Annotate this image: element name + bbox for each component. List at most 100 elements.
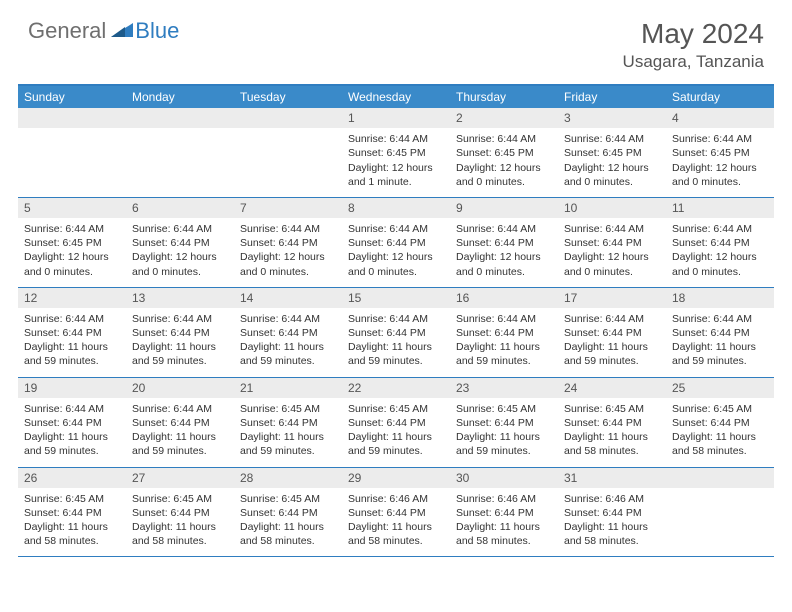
daylight-text: Daylight: 12 hours and 0 minutes. [240,250,336,278]
calendar-cell: 30Sunrise: 6:46 AMSunset: 6:44 PMDayligh… [450,467,558,557]
sunrise-text: Sunrise: 6:44 AM [348,132,444,146]
day-number: 19 [18,378,126,398]
day-body: Sunrise: 6:45 AMSunset: 6:44 PMDaylight:… [450,398,558,467]
calendar-cell: 15Sunrise: 6:44 AMSunset: 6:44 PMDayligh… [342,287,450,377]
day-body: Sunrise: 6:44 AMSunset: 6:44 PMDaylight:… [666,218,774,287]
sunrise-text: Sunrise: 6:44 AM [564,222,660,236]
day-body: Sunrise: 6:44 AMSunset: 6:44 PMDaylight:… [450,218,558,287]
sunset-text: Sunset: 6:44 PM [456,506,552,520]
day-body: Sunrise: 6:46 AMSunset: 6:44 PMDaylight:… [342,488,450,557]
daylight-text: Daylight: 11 hours and 58 minutes. [240,520,336,548]
calendar-cell: 10Sunrise: 6:44 AMSunset: 6:44 PMDayligh… [558,197,666,287]
location-label: Usagara, Tanzania [623,52,764,72]
day-header: Thursday [450,86,558,108]
sunset-text: Sunset: 6:45 PM [348,146,444,160]
day-body: Sunrise: 6:44 AMSunset: 6:44 PMDaylight:… [558,308,666,377]
logo-text-blue: Blue [135,18,179,44]
day-body: Sunrise: 6:44 AMSunset: 6:44 PMDaylight:… [450,308,558,377]
day-body: Sunrise: 6:44 AMSunset: 6:45 PMDaylight:… [558,128,666,197]
daylight-text: Daylight: 11 hours and 58 minutes. [672,430,768,458]
calendar-cell: 2Sunrise: 6:44 AMSunset: 6:45 PMDaylight… [450,108,558,197]
daylight-text: Daylight: 11 hours and 59 minutes. [672,340,768,368]
sunset-text: Sunset: 6:44 PM [564,506,660,520]
sunrise-text: Sunrise: 6:46 AM [564,492,660,506]
sunset-text: Sunset: 6:44 PM [24,416,120,430]
sunrise-text: Sunrise: 6:45 AM [456,402,552,416]
daylight-text: Daylight: 12 hours and 1 minute. [348,161,444,189]
sunrise-text: Sunrise: 6:45 AM [240,492,336,506]
sunset-text: Sunset: 6:44 PM [456,236,552,250]
calendar-cell: 18Sunrise: 6:44 AMSunset: 6:44 PMDayligh… [666,287,774,377]
sunrise-text: Sunrise: 6:44 AM [240,222,336,236]
day-body: Sunrise: 6:44 AMSunset: 6:44 PMDaylight:… [126,218,234,287]
day-body: Sunrise: 6:45 AMSunset: 6:44 PMDaylight:… [342,398,450,467]
calendar-cell: 19Sunrise: 6:44 AMSunset: 6:44 PMDayligh… [18,377,126,467]
sunrise-text: Sunrise: 6:45 AM [24,492,120,506]
day-body: Sunrise: 6:44 AMSunset: 6:45 PMDaylight:… [342,128,450,197]
sunset-text: Sunset: 6:44 PM [132,326,228,340]
daylight-text: Daylight: 12 hours and 0 minutes. [456,161,552,189]
day-body: Sunrise: 6:44 AMSunset: 6:44 PMDaylight:… [126,398,234,467]
day-number: 25 [666,378,774,398]
day-body: Sunrise: 6:45 AMSunset: 6:44 PMDaylight:… [18,488,126,557]
sunrise-text: Sunrise: 6:45 AM [348,402,444,416]
day-number: 1 [342,108,450,128]
day-number: 21 [234,378,342,398]
calendar-cell: 22Sunrise: 6:45 AMSunset: 6:44 PMDayligh… [342,377,450,467]
calendar-cell: 26Sunrise: 6:45 AMSunset: 6:44 PMDayligh… [18,467,126,557]
logo: General Blue [28,18,179,44]
sunrise-text: Sunrise: 6:44 AM [24,402,120,416]
sunrise-text: Sunrise: 6:45 AM [672,402,768,416]
title-block: May 2024 Usagara, Tanzania [623,18,764,72]
day-header: Friday [558,86,666,108]
day-number: 27 [126,468,234,488]
sunset-text: Sunset: 6:44 PM [132,416,228,430]
sunrise-text: Sunrise: 6:44 AM [564,312,660,326]
day-number: 30 [450,468,558,488]
daylight-text: Daylight: 12 hours and 0 minutes. [456,250,552,278]
day-body: Sunrise: 6:45 AMSunset: 6:44 PMDaylight:… [558,398,666,467]
calendar-cell: 29Sunrise: 6:46 AMSunset: 6:44 PMDayligh… [342,467,450,557]
day-number: 29 [342,468,450,488]
sunset-text: Sunset: 6:44 PM [348,506,444,520]
calendar-row: 19Sunrise: 6:44 AMSunset: 6:44 PMDayligh… [18,377,774,467]
sunset-text: Sunset: 6:44 PM [348,236,444,250]
day-number: 11 [666,198,774,218]
day-number: 20 [126,378,234,398]
day-body: Sunrise: 6:44 AMSunset: 6:44 PMDaylight:… [342,308,450,377]
calendar-cell: 17Sunrise: 6:44 AMSunset: 6:44 PMDayligh… [558,287,666,377]
sunset-text: Sunset: 6:44 PM [132,236,228,250]
day-number: 7 [234,198,342,218]
sunrise-text: Sunrise: 6:44 AM [240,312,336,326]
day-body: Sunrise: 6:44 AMSunset: 6:45 PMDaylight:… [450,128,558,197]
calendar-row: 12Sunrise: 6:44 AMSunset: 6:44 PMDayligh… [18,287,774,377]
day-number: 6 [126,198,234,218]
day-number: 8 [342,198,450,218]
calendar-cell [666,467,774,557]
calendar-cell: 24Sunrise: 6:45 AMSunset: 6:44 PMDayligh… [558,377,666,467]
daylight-text: Daylight: 12 hours and 0 minutes. [564,161,660,189]
daylight-text: Daylight: 12 hours and 0 minutes. [672,250,768,278]
sunrise-text: Sunrise: 6:44 AM [672,312,768,326]
sunset-text: Sunset: 6:44 PM [348,416,444,430]
day-number [126,108,234,128]
sunset-text: Sunset: 6:44 PM [564,236,660,250]
sunrise-text: Sunrise: 6:44 AM [132,402,228,416]
header: General Blue May 2024 Usagara, Tanzania [0,0,792,80]
sunset-text: Sunset: 6:44 PM [672,416,768,430]
sunrise-text: Sunrise: 6:44 AM [564,132,660,146]
calendar-row: 5Sunrise: 6:44 AMSunset: 6:45 PMDaylight… [18,197,774,287]
day-number: 14 [234,288,342,308]
sunrise-text: Sunrise: 6:44 AM [348,222,444,236]
day-body: Sunrise: 6:44 AMSunset: 6:44 PMDaylight:… [234,218,342,287]
day-number: 12 [18,288,126,308]
day-body: Sunrise: 6:44 AMSunset: 6:45 PMDaylight:… [666,128,774,197]
sunset-text: Sunset: 6:45 PM [24,236,120,250]
calendar-cell: 27Sunrise: 6:45 AMSunset: 6:44 PMDayligh… [126,467,234,557]
day-body [18,128,126,192]
day-body: Sunrise: 6:45 AMSunset: 6:44 PMDaylight:… [234,488,342,557]
day-number: 10 [558,198,666,218]
sunset-text: Sunset: 6:44 PM [240,236,336,250]
daylight-text: Daylight: 11 hours and 59 minutes. [456,430,552,458]
day-body [126,128,234,192]
